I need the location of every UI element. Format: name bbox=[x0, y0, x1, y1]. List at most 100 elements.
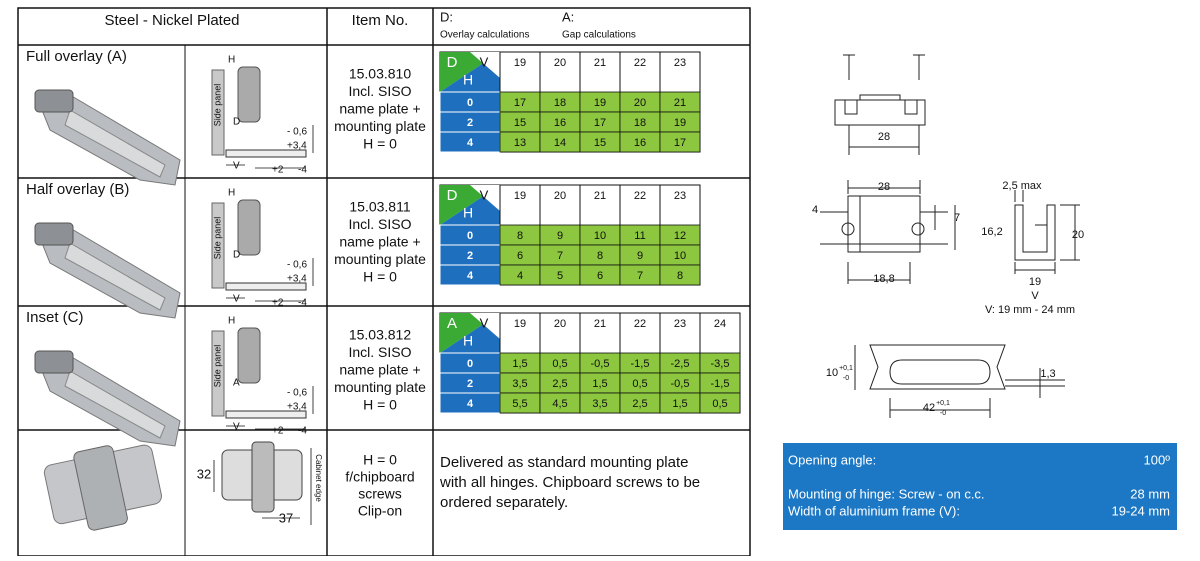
column-header: 23 bbox=[674, 57, 686, 69]
diagram-label: -4 bbox=[298, 426, 307, 437]
diagram-label: - 0,6 bbox=[287, 388, 307, 399]
diagram-label: V bbox=[233, 294, 240, 305]
value: 1,5 bbox=[672, 398, 687, 410]
header-cell: Steel - Nickel Plated bbox=[104, 12, 239, 29]
dimension-label: 42 bbox=[923, 402, 935, 414]
diagram-label: D bbox=[233, 250, 240, 261]
item-text: Incl. SISO bbox=[348, 344, 411, 360]
corner-label: D bbox=[447, 187, 458, 204]
diagram-label: - 0,6 bbox=[287, 127, 307, 138]
item-text: Clip-on bbox=[358, 503, 402, 519]
row-name: Half overlay (B) bbox=[26, 181, 129, 198]
diagram-label: V bbox=[233, 161, 240, 172]
hinge-cup bbox=[237, 199, 261, 256]
value: 4,5 bbox=[552, 398, 567, 410]
corner-white bbox=[470, 52, 500, 78]
column-header: 19 bbox=[514, 57, 526, 69]
value: 2,5 bbox=[632, 398, 647, 410]
dimension-label: 7 bbox=[954, 212, 960, 224]
row-header: 4 bbox=[467, 137, 474, 149]
row-header: 0 bbox=[467, 230, 473, 242]
dimension-label: 1,3 bbox=[1040, 368, 1055, 380]
diagram-label: -4 bbox=[298, 165, 307, 176]
dimension-label: 2,5 max bbox=[1002, 180, 1042, 192]
value: 8 bbox=[677, 270, 683, 282]
column-header: 22 bbox=[634, 190, 646, 202]
value: -0,5 bbox=[591, 358, 610, 370]
value: 15 bbox=[594, 137, 606, 149]
dimension-label: -0 bbox=[843, 375, 849, 382]
value: -2,5 bbox=[671, 358, 690, 370]
value: 17 bbox=[674, 137, 686, 149]
hinge-photo bbox=[64, 109, 166, 178]
row-header: 4 bbox=[467, 398, 474, 410]
column-header: 21 bbox=[594, 318, 606, 330]
column-header: 19 bbox=[514, 318, 526, 330]
door bbox=[225, 410, 307, 419]
value: 7 bbox=[637, 270, 643, 282]
value: -1,5 bbox=[631, 358, 650, 370]
value: -1,5 bbox=[711, 378, 730, 390]
header-label: D: bbox=[440, 9, 453, 24]
diagram-label: Cabinet edge bbox=[314, 454, 323, 502]
door bbox=[225, 282, 307, 291]
dimension-label: 19 bbox=[1029, 276, 1041, 288]
diagram-label: +2 bbox=[272, 165, 284, 176]
dimension-label: +0,1 bbox=[839, 365, 853, 372]
dimension-label: 28 bbox=[878, 181, 890, 193]
corner-label: D bbox=[447, 54, 458, 71]
door bbox=[225, 149, 307, 158]
item-text: f/chipboard bbox=[345, 469, 414, 485]
description: ordered separately. bbox=[440, 494, 568, 511]
dimension bbox=[820, 180, 956, 284]
info-label: Mounting of hinge: Screw - on c.c. bbox=[788, 486, 985, 501]
header-note: Overlay calculations bbox=[440, 30, 529, 41]
value: 2,5 bbox=[552, 378, 567, 390]
item-text: name plate + bbox=[339, 101, 420, 117]
value: 20 bbox=[634, 97, 646, 109]
side-panel bbox=[211, 330, 225, 417]
diagram-label: +3,4 bbox=[287, 141, 307, 152]
side-panel bbox=[211, 202, 225, 289]
dimension-label: 28 bbox=[878, 131, 890, 143]
item-text: 15.03.812 bbox=[349, 327, 411, 343]
plate-drawing bbox=[251, 441, 275, 513]
corner-label: V bbox=[480, 315, 489, 330]
row-header: 2 bbox=[467, 378, 473, 390]
value: 18 bbox=[634, 117, 646, 129]
value: 1,5 bbox=[592, 378, 607, 390]
row-name: Full overlay (A) bbox=[26, 48, 127, 65]
value: 5 bbox=[557, 270, 563, 282]
diagram-label: Side panel bbox=[212, 345, 222, 388]
value: -0,5 bbox=[671, 378, 690, 390]
column-header: 20 bbox=[554, 57, 566, 69]
column-header: 20 bbox=[554, 190, 566, 202]
item-text: 15.03.811 bbox=[349, 199, 410, 215]
diagram-label: V bbox=[233, 422, 240, 433]
column-header: 24 bbox=[714, 318, 726, 330]
corner-label: V bbox=[480, 187, 489, 202]
item-text: name plate + bbox=[339, 362, 420, 378]
value: 9 bbox=[557, 230, 563, 242]
item-text: 15.03.810 bbox=[349, 66, 411, 82]
value: 0,5 bbox=[552, 358, 567, 370]
plate-side-view bbox=[834, 94, 926, 126]
value-cell bbox=[699, 392, 741, 414]
dimension-label: 18,8 bbox=[873, 273, 894, 285]
row-header: 4 bbox=[467, 270, 474, 282]
value: 10 bbox=[594, 230, 606, 242]
dimension-label: -0 bbox=[940, 410, 946, 417]
frame-top-view bbox=[820, 195, 948, 253]
diagram-label: H bbox=[228, 316, 235, 327]
item-text: name plate + bbox=[339, 234, 420, 250]
hinge-photo bbox=[34, 89, 74, 113]
hinge-photo bbox=[64, 242, 166, 311]
value: -3,5 bbox=[711, 358, 730, 370]
row-name: Inset (C) bbox=[26, 309, 84, 326]
value: 14 bbox=[554, 137, 566, 149]
value: 10 bbox=[674, 250, 686, 262]
diagram-label: +3,4 bbox=[287, 402, 307, 413]
info-label: Opening angle: bbox=[788, 452, 876, 467]
hinge-cup bbox=[237, 327, 261, 384]
